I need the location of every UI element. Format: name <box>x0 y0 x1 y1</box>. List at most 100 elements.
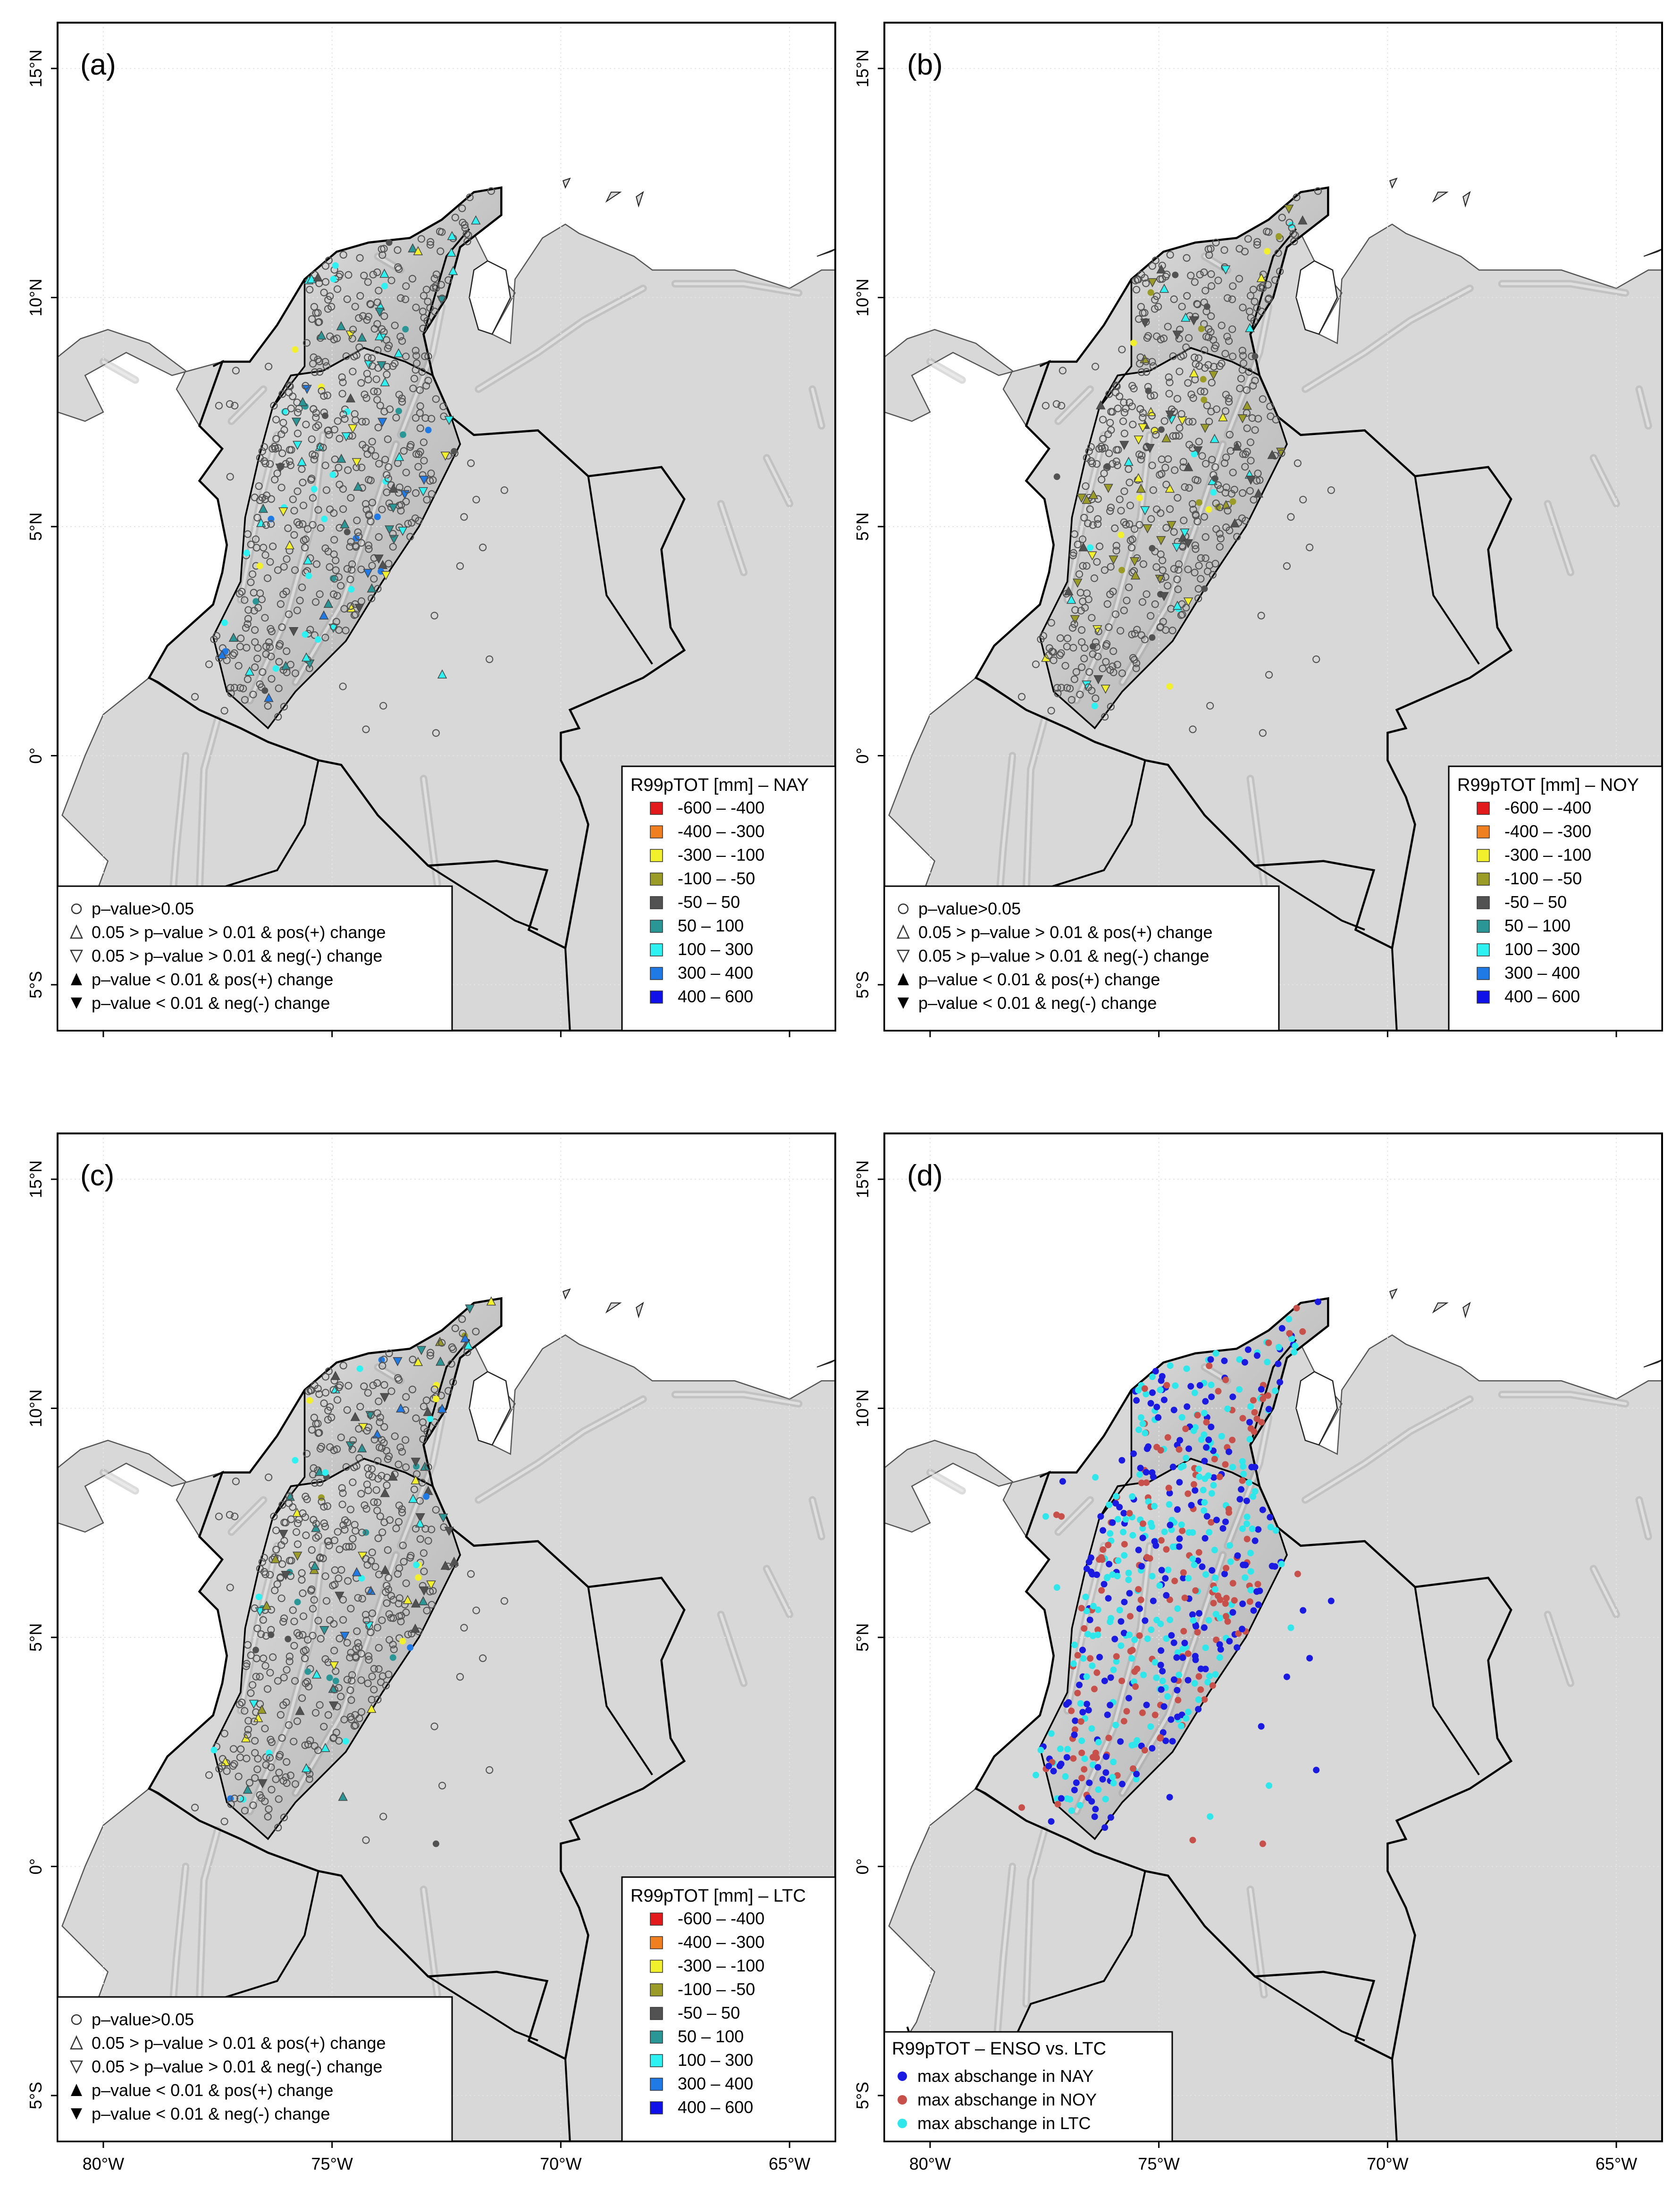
station-circle <box>1106 507 1114 515</box>
station-dot <box>1063 1754 1070 1761</box>
station-circle <box>314 355 322 363</box>
station-dot <box>1172 1382 1179 1389</box>
station-circle <box>438 1782 446 1790</box>
station-circle <box>1056 651 1064 659</box>
station-circle <box>314 1746 322 1754</box>
station-dot <box>1208 1519 1215 1526</box>
station-dot <box>1185 1529 1193 1536</box>
station-dot <box>1198 1436 1205 1443</box>
station-colored-dot <box>314 636 321 643</box>
station-circle <box>241 1807 249 1815</box>
station-circle <box>271 1586 279 1594</box>
station-circle <box>205 660 213 668</box>
station-circle <box>389 543 397 551</box>
station-circle <box>1164 455 1172 463</box>
station-dot <box>1153 1674 1160 1681</box>
station-circle <box>423 1607 431 1615</box>
station-dot <box>1073 1779 1080 1786</box>
class-label: -400 – -300 <box>678 822 764 841</box>
station-triangle-up <box>1124 456 1134 466</box>
map-panel-2: (c)15°N10°N5°N0°5°S80°W 75°W 70°W 65°Wp–val… <box>26 1132 836 2173</box>
station-colored-dot <box>1201 396 1208 403</box>
station-circle <box>308 435 316 443</box>
class-swatch <box>650 1936 663 1949</box>
country-border <box>158 681 566 949</box>
station-circle <box>282 408 290 416</box>
station-circle <box>355 1714 363 1722</box>
station-circle <box>1246 487 1254 495</box>
station-circle <box>459 1329 467 1337</box>
station-circle <box>306 1736 314 1744</box>
station-dot <box>1216 1641 1223 1648</box>
station-circle <box>336 435 344 443</box>
station-dot <box>1286 1330 1293 1337</box>
station-dot <box>1210 1600 1217 1607</box>
station-circle <box>1179 351 1187 360</box>
station-dot <box>1188 1501 1195 1509</box>
station-circle <box>374 1695 382 1703</box>
station-circle <box>1142 590 1151 598</box>
station-circle <box>361 390 369 399</box>
station-circle <box>1238 514 1246 522</box>
station-circle <box>329 1582 337 1590</box>
relief-ridge-light <box>1500 1393 1627 1405</box>
station-circle <box>1197 387 1205 395</box>
station-dot <box>1191 1561 1198 1568</box>
station-circle <box>364 541 373 549</box>
station-dot <box>1095 1786 1102 1793</box>
station-dot <box>1092 1805 1099 1812</box>
station-circle <box>367 1628 375 1636</box>
station-circle <box>1144 332 1152 340</box>
station-colored-dot <box>1130 339 1137 346</box>
relief-ridge-light <box>1057 387 1092 423</box>
station-circle <box>1173 394 1181 403</box>
station-circle <box>362 444 370 452</box>
station-circle <box>1250 495 1258 504</box>
country-border <box>198 360 224 427</box>
station-circle <box>1061 662 1069 670</box>
station-triangle-down <box>465 1304 475 1314</box>
station-dot <box>1064 1795 1071 1802</box>
station-circle <box>368 1695 376 1703</box>
station-circle <box>273 470 281 478</box>
station-circle <box>323 1502 332 1510</box>
station-circle <box>1063 643 1071 651</box>
station-dot <box>1119 1780 1126 1787</box>
station-circle <box>428 490 436 498</box>
station-circle <box>303 525 312 533</box>
station-triangle-down <box>1200 424 1210 433</box>
station-circle <box>420 1568 428 1576</box>
station-triangle-up <box>258 503 268 513</box>
station-circle <box>1294 459 1302 467</box>
station-circle <box>412 450 420 458</box>
station-circle <box>424 1463 432 1471</box>
station-circle <box>1113 461 1121 470</box>
station-circle <box>1139 413 1147 421</box>
island <box>605 192 622 203</box>
station-circle <box>283 668 291 677</box>
station-circle <box>414 463 422 471</box>
station-circle <box>1066 685 1074 693</box>
station-dot <box>1176 1535 1183 1542</box>
station-circle <box>317 1635 325 1643</box>
station-circle <box>451 1560 459 1568</box>
station-circle <box>1277 449 1285 457</box>
station-circle <box>1128 382 1136 390</box>
station-circle <box>1112 542 1120 550</box>
station-circle <box>1101 713 1109 721</box>
station-circle <box>315 357 323 366</box>
station-circle <box>1106 419 1114 427</box>
class-label: -300 – -100 <box>678 845 764 864</box>
station-circle <box>252 535 260 543</box>
station-colored-dot <box>255 1594 262 1601</box>
lat-tick-label: 10°N <box>853 1389 872 1427</box>
station-circle <box>486 655 494 663</box>
station-circle <box>1139 309 1147 317</box>
station-circle <box>328 1413 336 1422</box>
station-triangle-down <box>1156 536 1166 545</box>
station-dot <box>1246 1436 1253 1443</box>
station-dot <box>1109 1519 1116 1526</box>
station-circle <box>1045 651 1053 659</box>
station-dot <box>1184 1677 1192 1684</box>
station-triangle-up <box>1066 595 1076 604</box>
